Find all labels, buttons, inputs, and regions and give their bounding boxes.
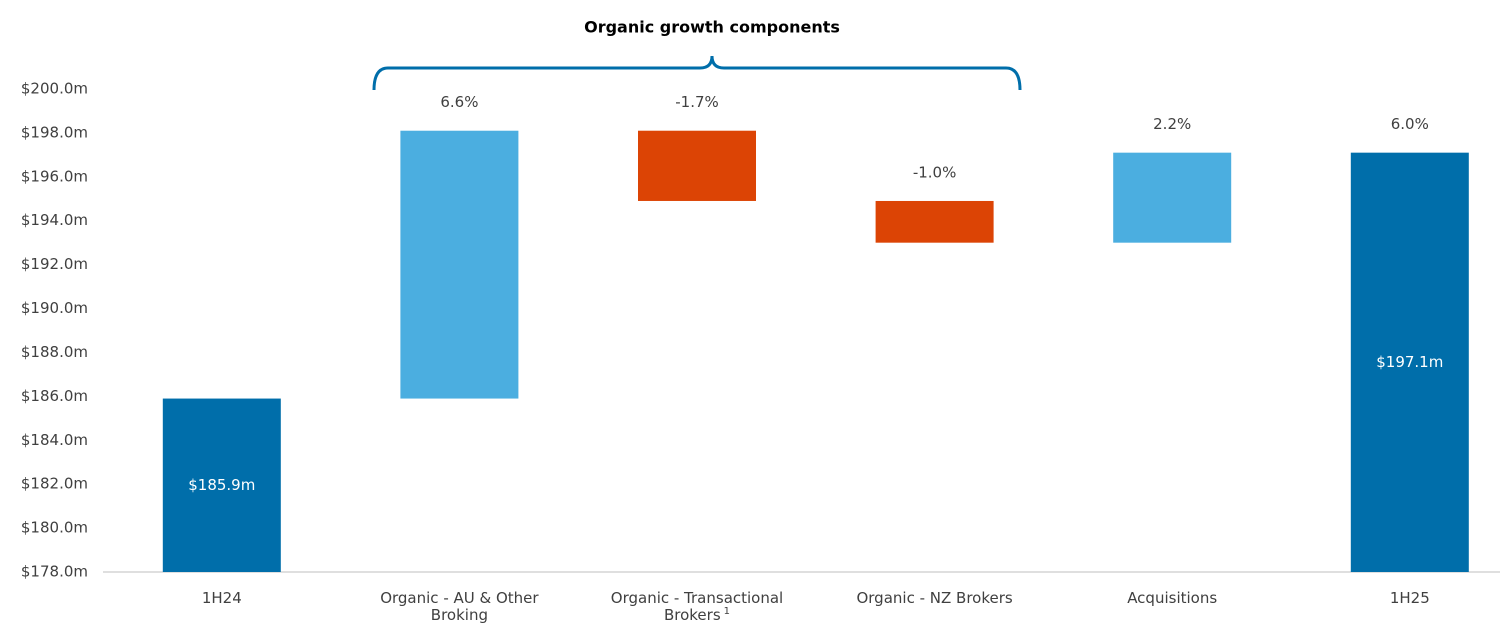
x-tick-label: Organic - Transactional Brokers 1 xyxy=(597,590,797,624)
bar xyxy=(162,398,281,572)
y-tick-label: $196.0m xyxy=(21,167,88,185)
category-text: Organic - AU & Other Broking xyxy=(380,589,539,624)
bracket xyxy=(372,55,1022,91)
y-tick-label: $190.0m xyxy=(21,299,88,317)
growth-label: 6.6% xyxy=(440,93,478,111)
y-tick-label: $182.0m xyxy=(21,475,88,493)
x-tick-label: 1H24 xyxy=(122,590,322,607)
bar xyxy=(875,200,994,243)
x-tick-label: Acquisitions xyxy=(1072,590,1272,607)
category-text: Organic - NZ Brokers xyxy=(856,589,1013,607)
x-tick-label: Organic - AU & Other Broking xyxy=(359,590,559,624)
y-tick-label: $198.0m xyxy=(21,123,88,141)
y-tick-label: $184.0m xyxy=(21,431,88,449)
y-tick-label: $180.0m xyxy=(21,519,88,537)
bar xyxy=(400,130,519,399)
x-tick-label: 1H25 xyxy=(1310,590,1509,607)
category-text: Acquisitions xyxy=(1127,589,1218,607)
category-text: 1H25 xyxy=(1389,589,1430,607)
growth-label: 6.0% xyxy=(1391,115,1429,133)
chart-title: Organic growth components xyxy=(584,18,840,37)
value-label: $185.9m xyxy=(188,476,255,494)
y-tick-label: $192.0m xyxy=(21,255,88,273)
growth-label: -1.7% xyxy=(675,93,719,111)
category-text: Organic - Transactional Brokers xyxy=(610,589,784,624)
category-text: 1H24 xyxy=(201,589,242,607)
footnote-marker: 1 xyxy=(723,606,731,617)
growth-label: 2.2% xyxy=(1153,115,1191,133)
growth-label: -1.0% xyxy=(913,163,957,181)
value-label: $197.1m xyxy=(1376,353,1443,371)
bar xyxy=(1113,152,1232,243)
y-tick-label: $194.0m xyxy=(21,211,88,229)
x-tick-label: Organic - NZ Brokers xyxy=(835,590,1035,607)
y-tick-label: $200.0m xyxy=(21,80,88,98)
bar xyxy=(638,130,756,201)
y-tick-label: $188.0m xyxy=(21,343,88,361)
bar xyxy=(1350,152,1469,572)
y-tick-label: $186.0m xyxy=(21,387,88,405)
y-tick-label: $178.0m xyxy=(21,563,88,581)
